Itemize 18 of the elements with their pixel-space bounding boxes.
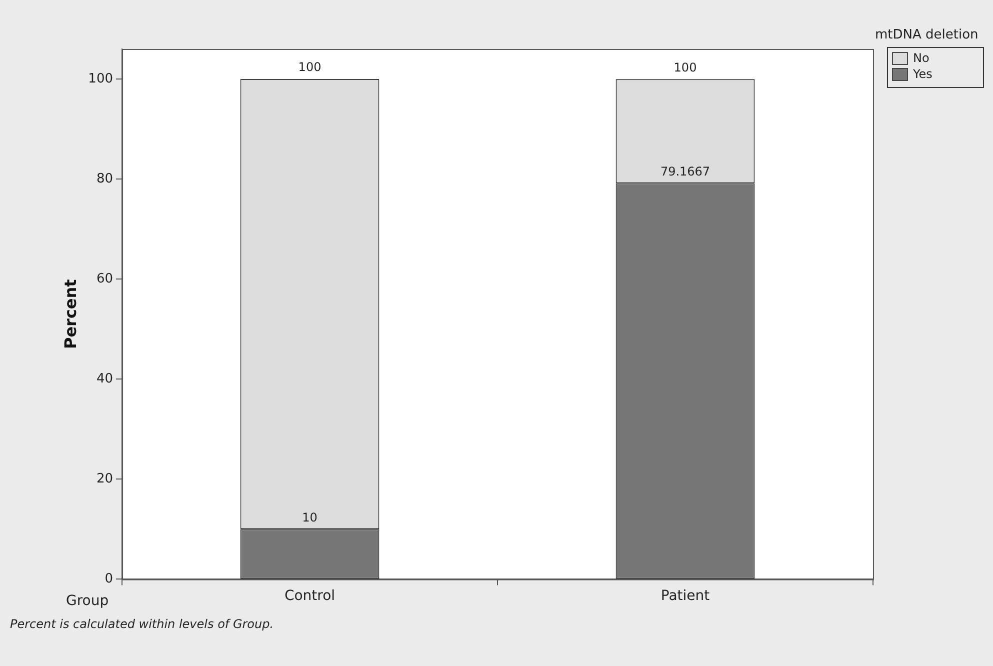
y-tick-label: 0 [104, 572, 114, 587]
legend-label: Yes [912, 67, 932, 82]
data-label: 79.1667 [660, 164, 710, 178]
legend-title: mtDNA deletion [875, 27, 978, 42]
y-tick-label: 20 [96, 472, 114, 487]
total-label: 100 [298, 60, 322, 74]
y-tick-label: 60 [96, 271, 114, 286]
legend-label: No [913, 51, 930, 66]
total-label: 100 [674, 60, 697, 74]
text: Percent is calculated within levels of Group. [10, 617, 274, 632]
data-label: 10 [302, 510, 318, 524]
y-tick-label: 100 [88, 71, 114, 86]
x-tick-label: Control [284, 588, 336, 604]
x-axis-title: Group [66, 592, 109, 609]
y-tick-label: 40 [96, 372, 114, 386]
y-axis-title: Percent [60, 278, 80, 350]
y-tick-label: 80 [96, 171, 114, 186]
x-tick-label: Patient [660, 588, 710, 604]
